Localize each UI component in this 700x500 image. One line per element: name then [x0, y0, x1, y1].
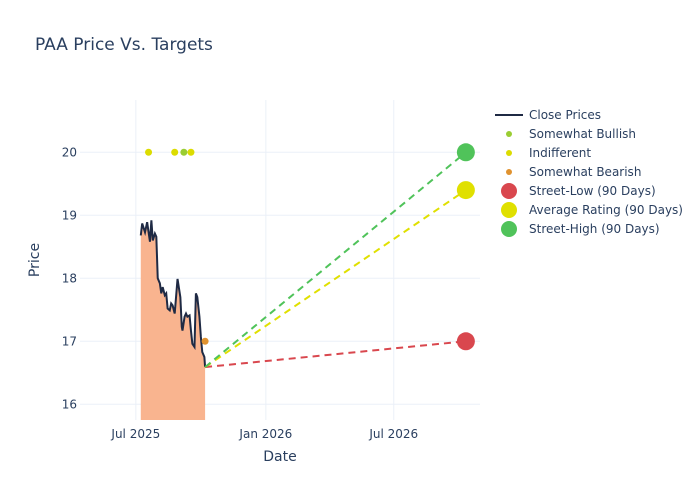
- y-tick-label: 16: [62, 397, 77, 411]
- plot-marks: [139, 143, 475, 420]
- legend-item-label: Street-High (90 Days): [529, 222, 660, 236]
- target-marker-street-low: [456, 332, 475, 351]
- axis-ticks: 16 17 18 19 20 Jul 2025 Jan 2026 Jul 2026: [62, 145, 418, 441]
- y-tick-label: 17: [62, 334, 77, 348]
- legend-marker-icon: [501, 221, 517, 237]
- target-marker-average: [456, 181, 475, 200]
- y-tick-label: 20: [62, 145, 77, 159]
- x-tick-label: Jul 2025: [110, 427, 160, 441]
- x-axis-label: Date: [263, 449, 296, 465]
- legend-marker-icon: [501, 202, 517, 218]
- target-line-street-low: [204, 340, 466, 369]
- rating-point-indifferent: [145, 148, 153, 156]
- legend-item-label: Indifferent: [529, 146, 591, 160]
- x-tick-label: Jul 2026: [368, 427, 418, 441]
- chart-title: PAA Price Vs. Targets: [35, 35, 213, 55]
- x-tick-label: Jan 2026: [238, 427, 292, 441]
- legend-item-label: Somewhat Bullish: [529, 127, 636, 141]
- target-line-street-high: [204, 151, 467, 368]
- legend-marker-icon: [506, 150, 512, 156]
- rating-point-indifferent: [171, 148, 179, 156]
- gridlines: [80, 100, 480, 420]
- legend-item-label: Average Rating (90 Days): [529, 203, 683, 217]
- rating-point-somewhat-bullish: [180, 148, 188, 156]
- y-tick-label: 18: [62, 271, 77, 285]
- target-marker-street-high: [456, 143, 475, 162]
- legend-item-label: Somewhat Bearish: [529, 165, 641, 179]
- close-price-line: [139, 220, 207, 368]
- legend-marker-icon: [506, 131, 512, 137]
- rating-point-somewhat-bearish: [201, 337, 209, 345]
- legend: Close Prices Somewhat Bullish Indifferent S…: [495, 108, 683, 237]
- legend-item-label: Close Prices: [529, 108, 601, 122]
- legend-item-label: Street-Low (90 Days): [529, 184, 656, 198]
- y-tick-label: 19: [62, 208, 77, 222]
- rating-point-indifferent: [187, 148, 195, 156]
- legend-marker-icon: [506, 169, 512, 175]
- target-line-average: [204, 189, 467, 368]
- y-axis-label: Price: [27, 243, 43, 277]
- legend-marker-icon: [501, 183, 517, 199]
